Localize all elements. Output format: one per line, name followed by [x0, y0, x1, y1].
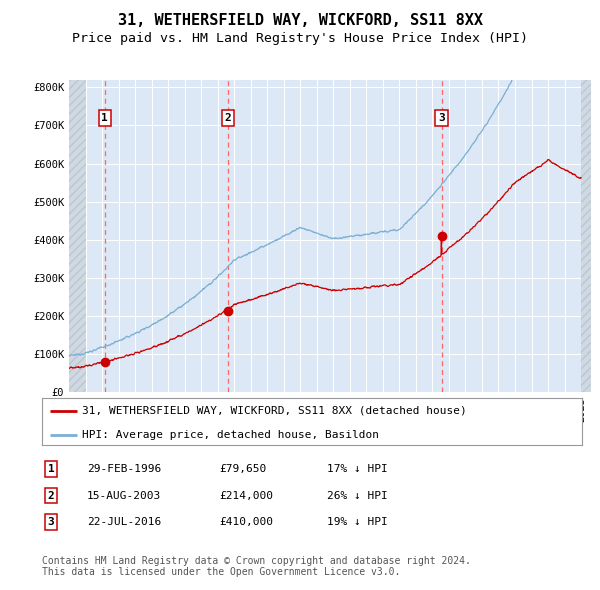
Text: 2: 2	[47, 491, 55, 500]
Text: 26% ↓ HPI: 26% ↓ HPI	[327, 491, 388, 500]
Text: £410,000: £410,000	[219, 517, 273, 527]
Text: 15-AUG-2003: 15-AUG-2003	[87, 491, 161, 500]
Bar	[69, 80, 86, 392]
Bar	[581, 80, 591, 392]
Text: 1: 1	[47, 464, 55, 474]
Text: 3: 3	[438, 113, 445, 123]
Text: 31, WETHERSFIELD WAY, WICKFORD, SS11 8XX (detached house): 31, WETHERSFIELD WAY, WICKFORD, SS11 8XX…	[83, 406, 467, 416]
Text: £79,650: £79,650	[219, 464, 266, 474]
Text: £214,000: £214,000	[219, 491, 273, 500]
Text: 1: 1	[101, 113, 108, 123]
Text: 19% ↓ HPI: 19% ↓ HPI	[327, 517, 388, 527]
Text: HPI: Average price, detached house, Basildon: HPI: Average price, detached house, Basi…	[83, 430, 380, 440]
Text: Contains HM Land Registry data © Crown copyright and database right 2024.
This d: Contains HM Land Registry data © Crown c…	[42, 556, 471, 578]
Text: 31, WETHERSFIELD WAY, WICKFORD, SS11 8XX: 31, WETHERSFIELD WAY, WICKFORD, SS11 8XX	[118, 13, 482, 28]
Text: 2: 2	[224, 113, 231, 123]
Text: Price paid vs. HM Land Registry's House Price Index (HPI): Price paid vs. HM Land Registry's House …	[72, 32, 528, 45]
Text: 3: 3	[47, 517, 55, 527]
Text: 22-JUL-2016: 22-JUL-2016	[87, 517, 161, 527]
Text: 17% ↓ HPI: 17% ↓ HPI	[327, 464, 388, 474]
Text: 29-FEB-1996: 29-FEB-1996	[87, 464, 161, 474]
